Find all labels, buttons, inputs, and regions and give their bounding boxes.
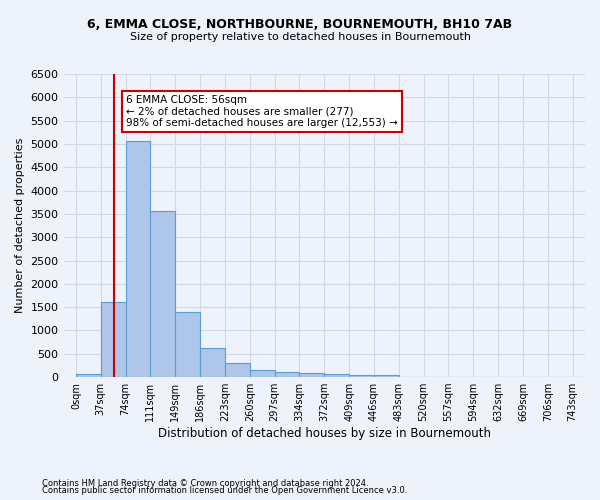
Text: Contains HM Land Registry data © Crown copyright and database right 2024.: Contains HM Land Registry data © Crown c… <box>42 478 368 488</box>
Bar <box>374 375 399 377</box>
Bar <box>125 140 151 377</box>
Text: Size of property relative to detached houses in Bournemouth: Size of property relative to detached ho… <box>130 32 470 42</box>
Bar <box>101 302 125 377</box>
Bar <box>225 364 250 377</box>
Bar <box>349 374 374 377</box>
Bar <box>250 370 275 377</box>
Bar <box>151 210 175 377</box>
Y-axis label: Number of detached properties: Number of detached properties <box>15 138 25 313</box>
Bar <box>76 374 101 377</box>
Bar <box>275 372 299 377</box>
Bar <box>175 312 200 377</box>
Text: 6 EMMA CLOSE: 56sqm
← 2% of detached houses are smaller (277)
98% of semi-detach: 6 EMMA CLOSE: 56sqm ← 2% of detached hou… <box>126 95 398 128</box>
Bar <box>324 374 349 377</box>
Text: 6, EMMA CLOSE, NORTHBOURNE, BOURNEMOUTH, BH10 7AB: 6, EMMA CLOSE, NORTHBOURNE, BOURNEMOUTH,… <box>88 18 512 30</box>
Bar <box>299 374 324 377</box>
X-axis label: Distribution of detached houses by size in Bournemouth: Distribution of detached houses by size … <box>158 427 491 440</box>
Bar <box>200 348 225 377</box>
Text: Contains public sector information licensed under the Open Government Licence v3: Contains public sector information licen… <box>42 486 407 495</box>
